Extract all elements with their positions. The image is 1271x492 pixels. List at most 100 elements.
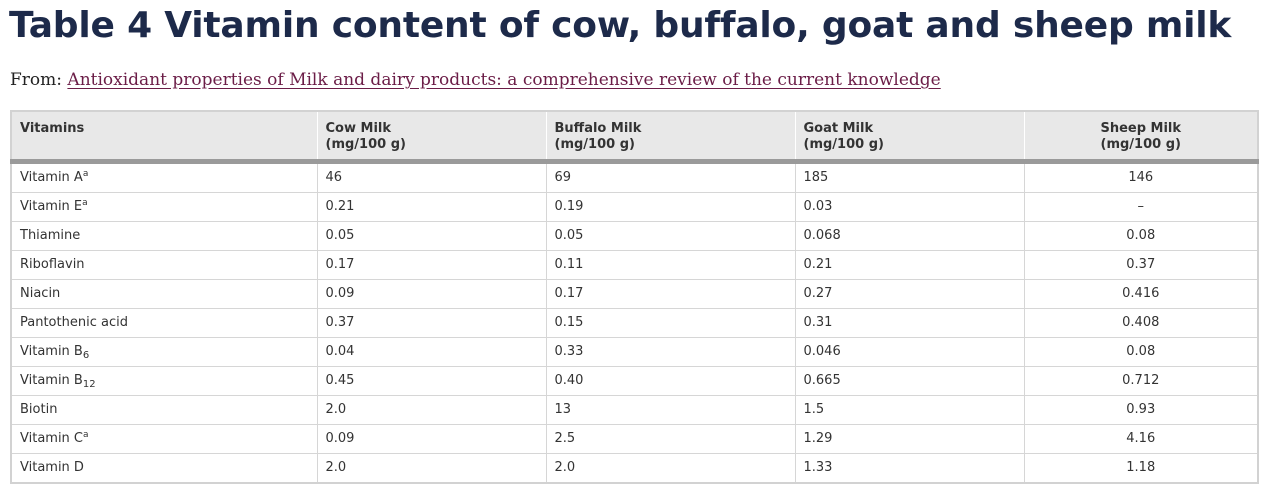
source-article-link[interactable]: Antioxidant properties of Milk and dairy… (67, 70, 941, 90)
table-row: Vitamin Ca 0.09 2.5 1.29 4.16 (10, 424, 1259, 454)
vitamin-name-cell: Vitamin Ea (10, 192, 317, 222)
value-cell: 0.93 (1023, 395, 1259, 425)
value-cell: 0.712 (1023, 366, 1259, 396)
source-prefix: From: (10, 70, 68, 90)
value-cell: 0.046 (794, 337, 1024, 367)
vitamin-name: Vitamin C (20, 431, 84, 446)
value-cell: 1.33 (794, 453, 1024, 484)
value-cell: 0.31 (794, 308, 1024, 338)
source-line: From: Antioxidant properties of Milk and… (10, 68, 941, 92)
value-cell: 1.5 (794, 395, 1024, 425)
value-cell: 0.17 (316, 250, 546, 280)
table-row: Vitamin B6 0.04 0.33 0.046 0.08 (10, 337, 1259, 367)
footnote-marker: a (82, 198, 88, 208)
value-cell: 0.21 (794, 250, 1024, 280)
header-vitamins: Vitamins (10, 110, 317, 164)
value-cell: 0.45 (316, 366, 546, 396)
value-cell: 0.27 (794, 279, 1024, 309)
vitamin-name-cell: Vitamin B12 (10, 366, 317, 396)
vitamin-name: Pantothenic acid (20, 315, 128, 330)
value-cell: 2.0 (316, 395, 546, 425)
value-cell: 185 (794, 161, 1024, 193)
value-cell: 69 (545, 161, 795, 193)
vitamin-table-container: Vitamins Cow Milk (mg/100 g) Buffalo Milk (m… (10, 110, 1259, 484)
value-cell: 0.37 (1023, 250, 1259, 280)
vitamin-name: Vitamin B (20, 344, 83, 359)
table-row: Niacin 0.09 0.17 0.27 0.416 (10, 279, 1259, 309)
value-cell: 0.33 (545, 337, 795, 367)
vitamin-name: Niacin (20, 286, 61, 301)
column-header-unit: (mg/100 g) (554, 137, 635, 152)
value-cell: 0.416 (1023, 279, 1259, 309)
value-cell: 2.0 (316, 453, 546, 484)
table-row: Biotin 2.0 13 1.5 0.93 (10, 395, 1259, 425)
table-row: Riboflavin 0.17 0.11 0.21 0.37 (10, 250, 1259, 280)
vitamin-name: Vitamin B (20, 373, 83, 388)
column-header-unit: (mg/100 g) (803, 137, 884, 152)
value-cell: 0.11 (545, 250, 795, 280)
value-cell: 0.068 (794, 221, 1024, 251)
value-cell: 0.04 (316, 337, 546, 367)
column-header-unit: (mg/100 g) (1100, 137, 1181, 152)
vitamin-name-cell: Riboflavin (10, 250, 317, 280)
value-cell: 46 (316, 161, 546, 193)
vitamin-name-cell: Vitamin Aa (10, 161, 317, 193)
column-header-label: Sheep Milk (1100, 121, 1182, 136)
header-goat-milk: Goat Milk (mg/100 g) (794, 110, 1024, 164)
footnote-marker: a (82, 169, 89, 179)
table-row: Vitamin B12 0.45 0.40 0.665 0.712 (10, 366, 1259, 396)
vitamin-name: Vitamin D (20, 460, 84, 475)
table-header: Vitamins Cow Milk (mg/100 g) Buffalo Milk (m… (10, 110, 1259, 164)
table-body: Vitamin Aa 46 69 185 146 Vitamin Ea 0.21 0.19 0.… (10, 161, 1259, 484)
vitamin-subscript: 6 (82, 350, 90, 361)
vitamin-name-cell: Vitamin B6 (10, 337, 317, 367)
value-cell: 0.08 (1023, 337, 1259, 367)
vitamin-name-cell: Pantothenic acid (10, 308, 317, 338)
value-cell: 2.5 (545, 424, 795, 454)
value-cell: 4.16 (1023, 424, 1259, 454)
value-cell: 0.37 (316, 308, 546, 338)
table-row: Pantothenic acid 0.37 0.15 0.31 0.408 (10, 308, 1259, 338)
value-cell: 0.15 (545, 308, 795, 338)
vitamin-subscript: 12 (82, 379, 96, 390)
value-cell: 0.21 (316, 192, 546, 222)
column-header-label: Buffalo Milk (554, 121, 642, 136)
value-cell: 0.03 (794, 192, 1024, 222)
value-cell: 0.09 (316, 279, 546, 309)
vitamin-name-cell: Niacin (10, 279, 317, 309)
header-buffalo-milk: Buffalo Milk (mg/100 g) (545, 110, 795, 164)
value-cell: 1.18 (1023, 453, 1259, 484)
vitamin-name-cell: Thiamine (10, 221, 317, 251)
table-row: Vitamin Aa 46 69 185 146 (10, 161, 1259, 193)
value-cell: 146 (1023, 161, 1259, 193)
vitamin-name-cell: Vitamin D (10, 453, 317, 484)
value-cell: 0.08 (1023, 221, 1259, 251)
column-header-label: Goat Milk (803, 121, 874, 136)
header-sheep-milk: Sheep Milk (mg/100 g) (1023, 110, 1259, 164)
column-header-label: Cow Milk (325, 121, 392, 136)
page-title: Table 4 Vitamin content of cow, buffalo,… (9, 5, 1232, 46)
value-cell: 2.0 (545, 453, 795, 484)
value-cell: 0.17 (545, 279, 795, 309)
vitamin-name: Vitamin E (20, 199, 83, 214)
value-cell: 0.408 (1023, 308, 1259, 338)
footnote-marker: a (83, 430, 89, 440)
value-cell: 0.09 (316, 424, 546, 454)
vitamin-table: Vitamins Cow Milk (mg/100 g) Buffalo Milk (m… (10, 110, 1259, 484)
table-row: Thiamine 0.05 0.05 0.068 0.08 (10, 221, 1259, 251)
table-row: Vitamin D 2.0 2.0 1.33 1.18 (10, 453, 1259, 484)
value-cell: 13 (545, 395, 795, 425)
table-header-row: Vitamins Cow Milk (mg/100 g) Buffalo Milk (m… (10, 110, 1259, 164)
vitamin-name: Thiamine (20, 228, 81, 243)
vitamin-name: Riboflavin (20, 257, 85, 272)
vitamin-name: Biotin (20, 402, 58, 417)
column-header-label: Vitamins (20, 121, 85, 136)
value-cell: 0.19 (545, 192, 795, 222)
header-cow-milk: Cow Milk (mg/100 g) (316, 110, 546, 164)
value-cell: 0.40 (545, 366, 795, 396)
table-row: Vitamin Ea 0.21 0.19 0.03– (10, 192, 1259, 222)
value-cell: 1.29 (794, 424, 1024, 454)
column-header-unit: (mg/100 g) (325, 137, 406, 152)
value-cell: 0.665 (794, 366, 1024, 396)
vitamin-name-cell: Vitamin Ca (10, 424, 317, 454)
